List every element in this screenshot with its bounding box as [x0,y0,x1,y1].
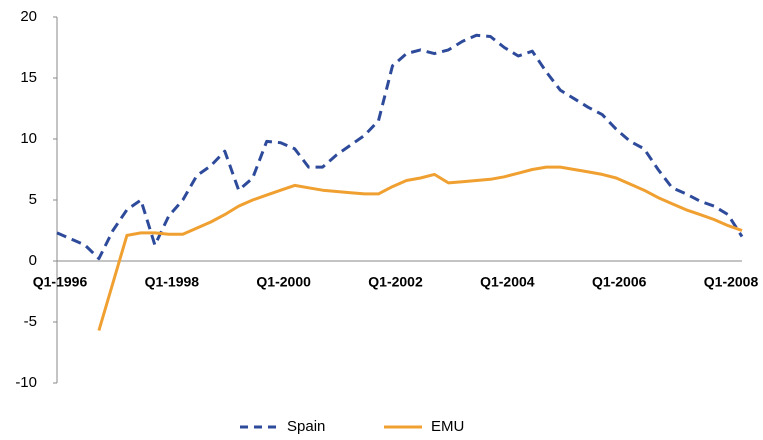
x-tick-label: Q1-2006 [592,274,647,290]
x-tick-label: Q1-2008 [704,274,759,290]
y-tick-label: 20 [20,8,37,25]
x-tick-label: Q1-2004 [480,274,535,290]
x-tick-label: Q1-2000 [256,274,311,290]
x-tick-label: Q1-1998 [145,274,200,290]
y-tick-label: -10 [15,374,37,391]
x-tick-label: Q1-1996 [33,274,88,290]
line-series [97,165,743,331]
y-tick-label: 10 [20,130,37,147]
x-tick-label: Q1-2002 [368,274,423,290]
line-series [56,33,744,261]
y-tick-label: 5 [29,191,37,208]
y-tick-label: 15 [20,69,37,86]
legend-label: EMU [431,418,464,435]
y-tick-label: 0 [29,252,37,269]
legend-label: Spain [287,418,325,435]
y-tick-label: -5 [24,313,37,330]
